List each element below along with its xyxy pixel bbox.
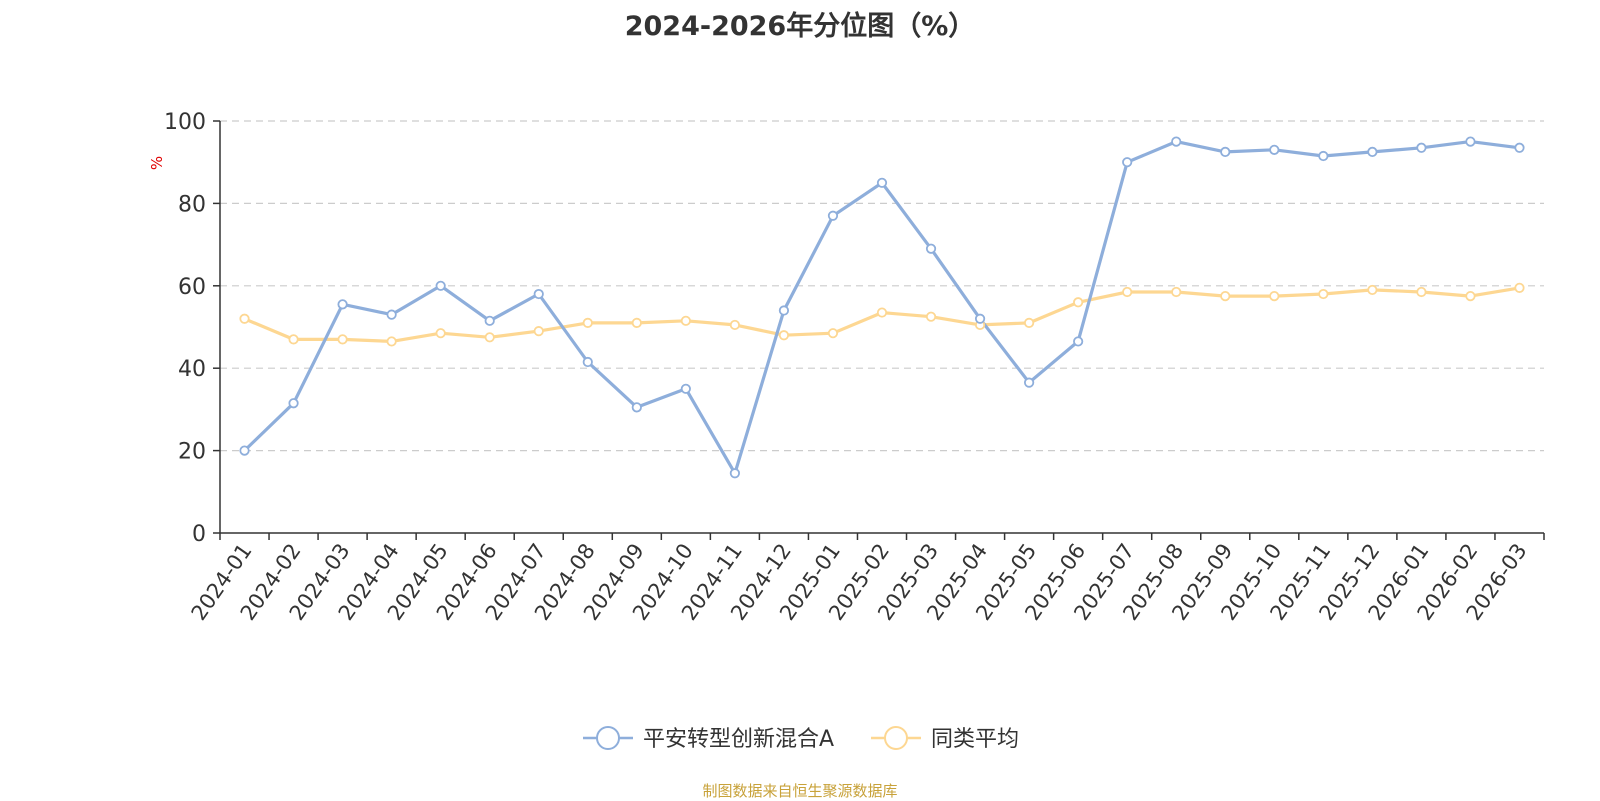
data-point xyxy=(827,210,839,221)
data-point xyxy=(974,313,986,324)
data-point xyxy=(1269,290,1280,302)
data-point xyxy=(1318,150,1329,162)
data-point xyxy=(680,315,691,326)
data-point xyxy=(876,177,888,188)
legend-item[interactable]: 平安转型创新混合A xyxy=(583,726,834,752)
data-point xyxy=(1514,142,1525,153)
legend[interactable]: 平安转型创新混合A 同类平均 xyxy=(583,726,1019,752)
y-axis-label: % xyxy=(148,156,166,170)
data-point xyxy=(1122,157,1133,168)
data-point xyxy=(484,332,495,343)
y-tick-label: 0 xyxy=(192,522,206,547)
data-point xyxy=(582,317,593,328)
legend-item[interactable]: 同类平均 xyxy=(871,726,1019,752)
legend-label: 平安转型创新混合A xyxy=(643,727,834,752)
y-tick-label: 80 xyxy=(178,192,206,217)
y-tick-label: 40 xyxy=(178,357,206,382)
data-point xyxy=(1367,284,1378,296)
chart-title: 2024-2026年分位图（%） xyxy=(624,11,976,42)
y-tick-label: 20 xyxy=(178,440,206,465)
data-point xyxy=(1220,290,1231,302)
data-point xyxy=(1171,136,1182,147)
data-point xyxy=(533,288,544,300)
data-point xyxy=(1024,377,1035,388)
data-point xyxy=(1465,136,1476,147)
data-point xyxy=(288,334,299,345)
grid-layer xyxy=(220,120,1544,452)
y-tick-label: 100 xyxy=(164,110,206,135)
legend-label: 同类平均 xyxy=(931,727,1019,752)
source-footer: 制图数据来自恒生聚源数据库 xyxy=(702,782,898,800)
data-point xyxy=(680,383,691,394)
data-point xyxy=(386,309,397,320)
data-point xyxy=(337,334,348,345)
data-point xyxy=(1220,146,1231,157)
data-point xyxy=(533,326,544,337)
data-point xyxy=(925,243,937,254)
data-point xyxy=(1367,146,1378,157)
legend-marker xyxy=(596,726,620,750)
data-point xyxy=(239,313,250,324)
data-point xyxy=(1122,286,1133,298)
data-point xyxy=(729,319,740,331)
series-layer xyxy=(239,136,1525,479)
data-point xyxy=(778,330,790,341)
y-tick-label: 60 xyxy=(178,275,206,300)
data-point xyxy=(729,468,740,479)
data-point xyxy=(631,402,642,413)
data-point xyxy=(925,311,937,322)
data-point xyxy=(484,315,495,326)
data-point xyxy=(876,307,888,318)
data-point xyxy=(337,299,348,310)
data-point xyxy=(1318,288,1329,300)
data-point xyxy=(778,305,790,316)
data-point xyxy=(1073,336,1084,347)
data-point xyxy=(827,328,839,339)
data-point xyxy=(1269,144,1280,155)
legend-marker xyxy=(884,726,908,750)
axis-layer: 020406080100%2024-012024-022024-032024-0… xyxy=(148,110,1545,625)
data-point xyxy=(1024,317,1035,328)
data-point xyxy=(1514,282,1525,293)
data-point xyxy=(1416,286,1427,298)
data-point xyxy=(435,280,446,291)
data-point xyxy=(1073,297,1084,308)
data-point xyxy=(288,398,299,409)
data-point xyxy=(239,445,250,456)
series-line xyxy=(243,140,1520,475)
data-point xyxy=(631,317,642,328)
data-point xyxy=(1465,290,1476,302)
data-point xyxy=(582,356,593,368)
data-point xyxy=(435,328,446,339)
data-point xyxy=(1171,286,1182,298)
data-point xyxy=(1416,142,1427,153)
data-point xyxy=(386,336,397,347)
